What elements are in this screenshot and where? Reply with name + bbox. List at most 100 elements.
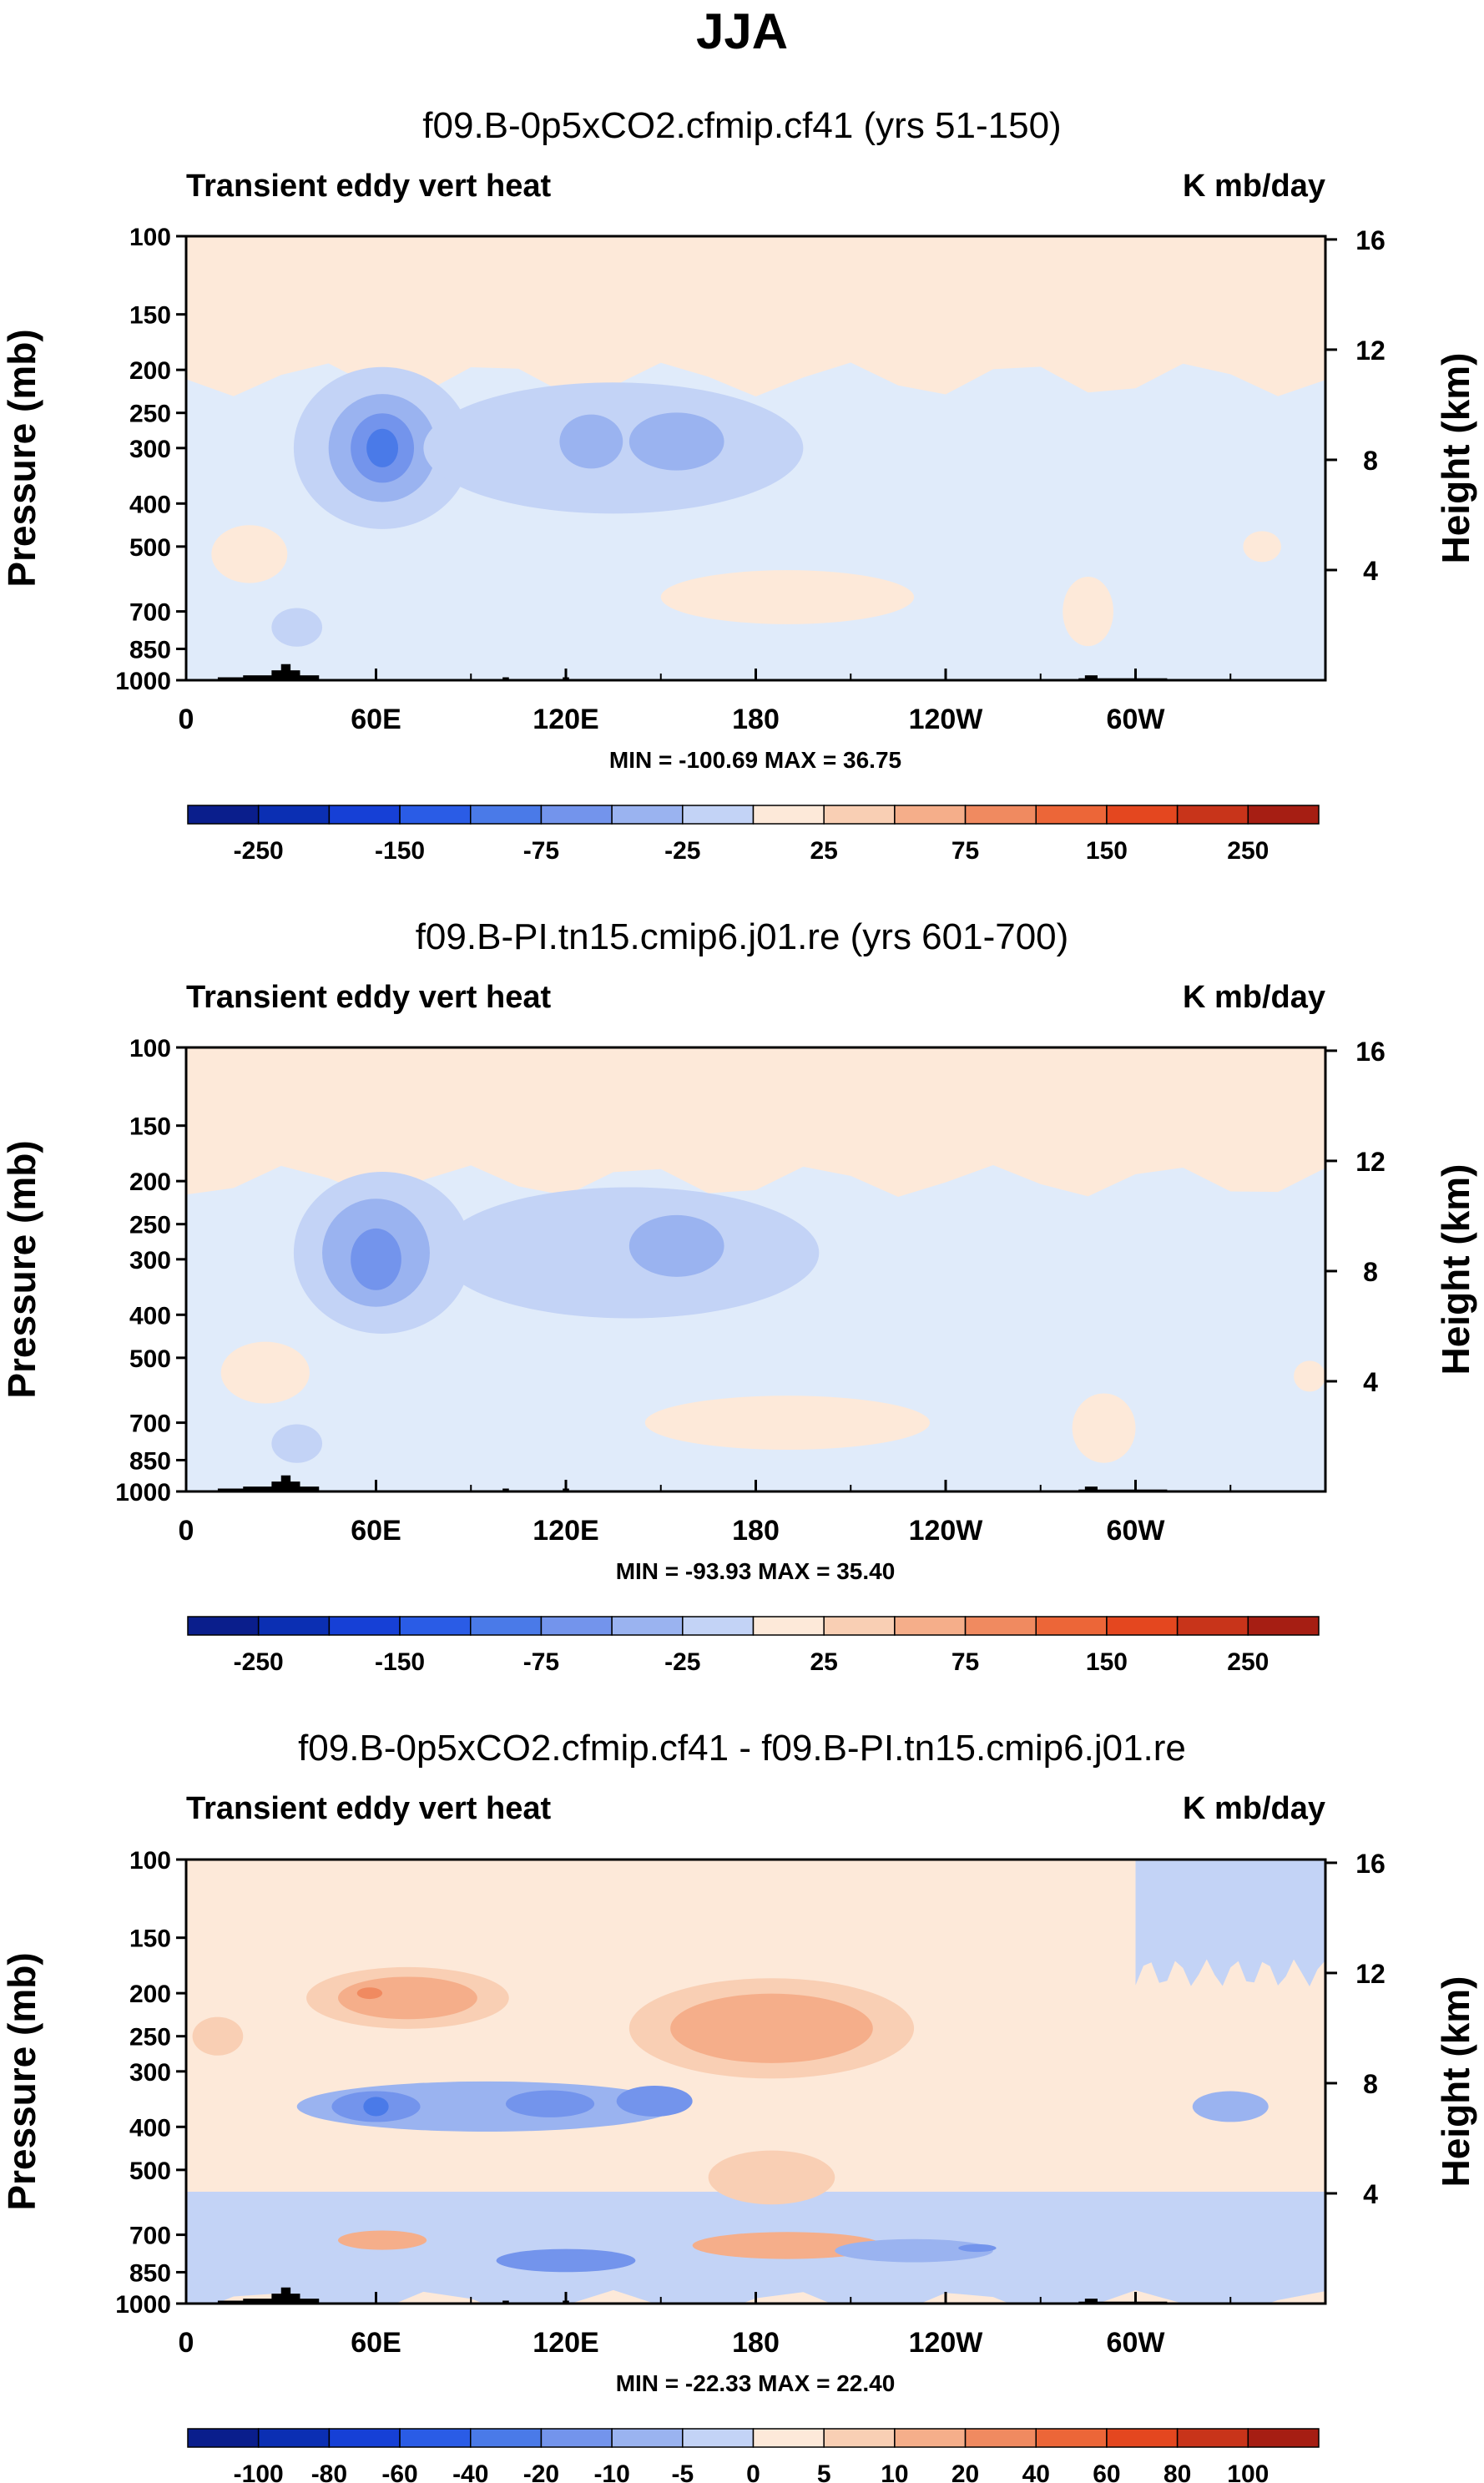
y-axis-title: Pressure (mb) — [0, 1140, 43, 1398]
colorbar-label: -75 — [523, 837, 559, 865]
colorbar-box — [257, 2428, 331, 2448]
colorbar-box — [1247, 805, 1320, 825]
contour-band-level-1 — [186, 1047, 1325, 1198]
y-tick-label: 700 — [129, 1411, 171, 1438]
min-max-stats: MIN = -22.33 MAX = 22.40 — [616, 2370, 896, 2396]
colorbar-box — [1035, 1616, 1108, 1636]
y2-tick-label: 8 — [1363, 446, 1378, 476]
panel-title: f09.B-PI.tn15.cmip6.j01.re (yrs 601-700) — [416, 916, 1069, 957]
y-tick-label: 250 — [129, 1212, 171, 1239]
y-tick-label: 850 — [129, 2259, 171, 2287]
x-tick-label: 60W — [1107, 2327, 1166, 2359]
x-tick-label: 0 — [179, 2327, 194, 2359]
y2-tick-label: 4 — [1363, 1367, 1378, 1397]
contour-field — [186, 1047, 1325, 1491]
x-tick-label: 120W — [909, 1515, 984, 1547]
colorbar-box — [1035, 2428, 1108, 2448]
colorbar-box — [964, 2428, 1037, 2448]
colorbar-box — [823, 2428, 896, 2448]
contour-field — [186, 1860, 1325, 2304]
y2-tick-label: 4 — [1363, 556, 1378, 586]
contour-cell-level--2 — [628, 1214, 724, 1277]
contour-cell-level-4 — [356, 1987, 383, 2000]
topography-block — [1084, 2299, 1098, 2304]
y2-tick-label: 12 — [1355, 1959, 1386, 1989]
y2-axis-title: Height (km) — [1434, 1164, 1477, 1375]
colorbar-box — [399, 1616, 472, 1636]
y-tick-label: 1000 — [115, 668, 171, 695]
y-tick-label: 1000 — [115, 2291, 171, 2319]
min-max-stats: MIN = -93.93 MAX = 35.40 — [616, 1558, 896, 1584]
contour-band-level-1 — [186, 236, 1325, 396]
colorbar-box — [187, 1616, 260, 1636]
topography-block — [280, 2287, 291, 2304]
contour-cell-level--3 — [616, 2085, 693, 2117]
y-tick-label: 150 — [129, 1925, 171, 1953]
y-tick-label: 500 — [129, 2157, 171, 2185]
colorbar-label: -250 — [234, 837, 284, 865]
y-tick-label: 700 — [129, 2223, 171, 2250]
figure-title: JJA — [696, 3, 788, 59]
y2-tick-label: 4 — [1363, 2179, 1378, 2209]
colorbar-box — [399, 805, 472, 825]
colorbar-box — [894, 2428, 967, 2448]
colorbar-label: -75 — [523, 1648, 559, 1676]
x-tick-label: 120E — [533, 704, 598, 735]
x-tick-label: 180 — [732, 2327, 780, 2359]
topography-block — [280, 664, 291, 680]
y-tick-label: 850 — [129, 1447, 171, 1475]
contour-cell-level-1 — [1294, 1360, 1325, 1392]
y2-tick-label: 8 — [1363, 1257, 1378, 1287]
x-tick-label: 180 — [732, 704, 780, 735]
y-tick-label: 100 — [129, 1847, 171, 1875]
contour-cell-level--2 — [835, 2238, 993, 2263]
colorbar-box — [1106, 1616, 1179, 1636]
x-tick-label: 60E — [351, 1515, 401, 1547]
y-tick-label: 250 — [129, 401, 171, 428]
colorbar-box — [1106, 2428, 1179, 2448]
units-label: K mb/day — [1183, 980, 1325, 1015]
colorbar-label: -60 — [381, 2460, 417, 2483]
topography-block — [1084, 1486, 1098, 1491]
colorbar-box — [1247, 2428, 1320, 2448]
panel-title: f09.B-0p5xCO2.cfmip.cf41 (yrs 51-150) — [422, 105, 1061, 146]
colorbar-label: 40 — [1022, 2460, 1050, 2483]
units-label: K mb/day — [1183, 1791, 1325, 1826]
contour-cell-level-1 — [220, 1341, 310, 1404]
colorbar-label: 25 — [810, 837, 838, 865]
y-tick-label: 500 — [129, 1345, 171, 1373]
colorbar-box — [470, 805, 543, 825]
colorbar-box — [1176, 805, 1249, 825]
y-axis-title: Pressure (mb) — [0, 329, 43, 587]
colorbar-label: 250 — [1227, 837, 1269, 865]
topography-block — [502, 677, 509, 680]
y-axis-title: Pressure (mb) — [0, 1952, 43, 2210]
colorbar-box — [894, 805, 967, 825]
colorbar-box — [1176, 2428, 1249, 2448]
panel-title: f09.B-0p5xCO2.cfmip.cf41 - f09.B-PI.tn15… — [298, 1728, 1186, 1769]
x-tick-label: 0 — [179, 1515, 194, 1547]
y-tick-label: 700 — [129, 599, 171, 627]
contour-cell-level--2 — [1192, 2091, 1269, 2122]
colorbar-label: 60 — [1093, 2460, 1120, 2483]
y2-axis-title: Height (km) — [1434, 1976, 1477, 2188]
x-tick-label: 60W — [1107, 704, 1166, 735]
x-tick-label: 120E — [533, 2327, 598, 2359]
contour-cell-level-3 — [670, 1993, 873, 2063]
colorbar-box — [682, 805, 755, 825]
y-tick-label: 150 — [129, 1113, 171, 1141]
colorbar-label: -100 — [234, 2460, 284, 2483]
colorbar-label: 150 — [1086, 1648, 1128, 1676]
contour-band-level--1 — [1135, 1860, 1325, 1986]
x-tick-label: 120E — [533, 1515, 598, 1547]
topography-block — [280, 1475, 291, 1491]
colorbar-label: 80 — [1163, 2460, 1191, 2483]
y-tick-label: 400 — [129, 491, 171, 518]
colorbar-label: -20 — [523, 2460, 559, 2483]
x-tick-label: 60W — [1107, 1515, 1166, 1547]
colorbar-label: 75 — [951, 837, 979, 865]
topography-block — [502, 1488, 509, 1491]
x-tick-label: 60E — [351, 704, 401, 735]
x-tick-label: 180 — [732, 1515, 780, 1547]
colorbar-label: 100 — [1227, 2460, 1269, 2483]
